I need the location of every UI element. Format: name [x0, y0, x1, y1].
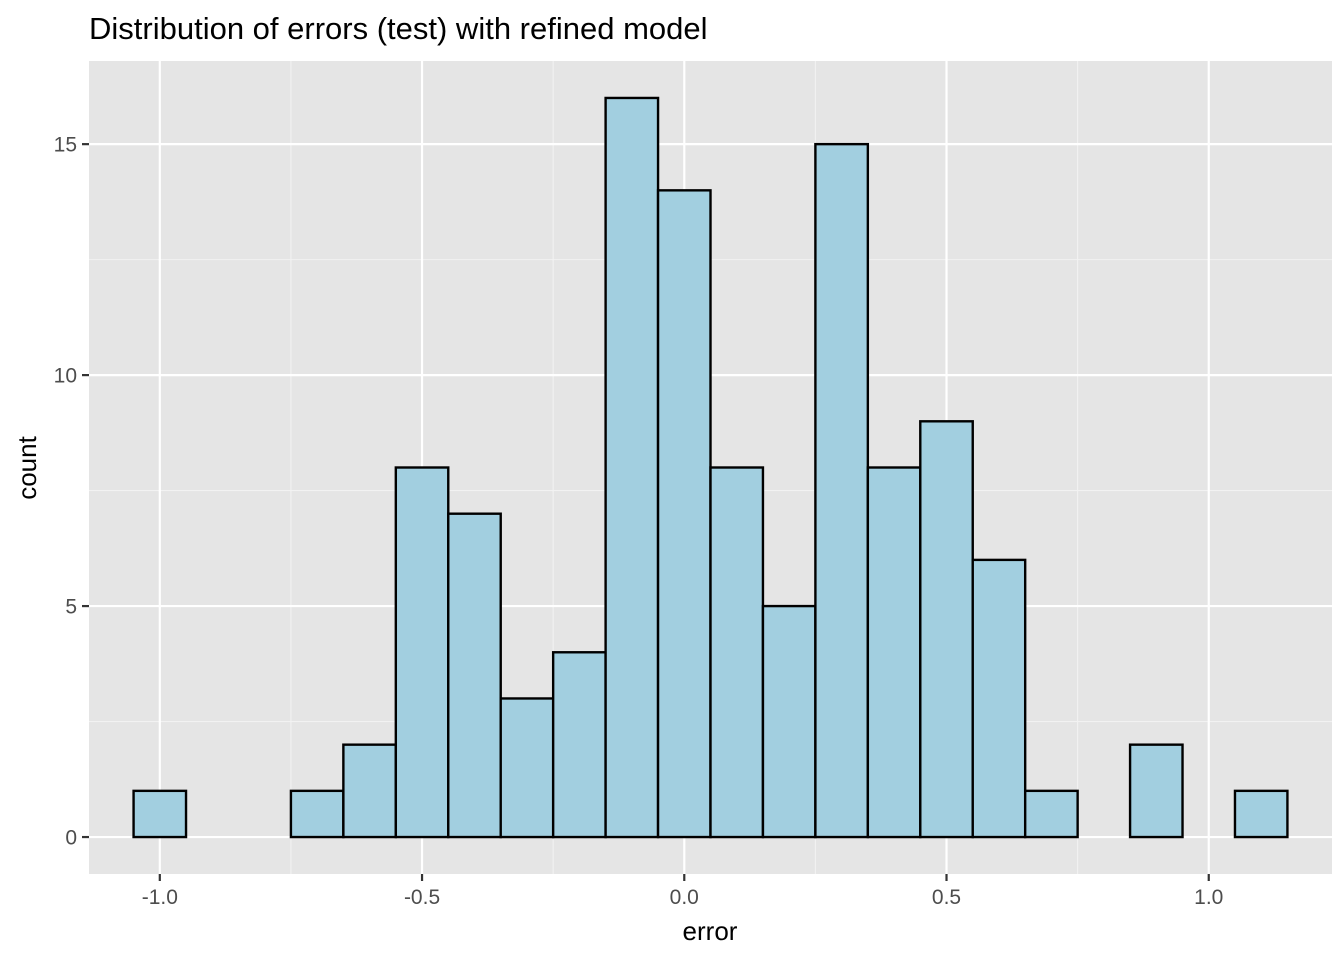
histogram-bar — [709, 466, 765, 839]
x-tick-label: 1.0 — [1194, 886, 1223, 909]
histogram-bar — [971, 558, 1027, 839]
histogram-bar — [919, 420, 974, 839]
histogram-bar — [604, 96, 660, 839]
histogram-bar — [132, 789, 188, 839]
y-axis-title: count — [12, 435, 42, 499]
x-axis-title: error — [683, 916, 738, 946]
histogram-bar — [1128, 743, 1184, 839]
histogram-bar — [866, 466, 922, 839]
chart-title: Distribution of errors (test) with refin… — [89, 11, 708, 46]
histogram-bar — [1233, 789, 1289, 839]
x-tick-label: -0.5 — [404, 886, 440, 909]
x-tick-label: 0.0 — [670, 886, 699, 909]
y-axis: 0 5 10 15 — [54, 134, 89, 850]
x-tick-label: 0.5 — [932, 886, 961, 909]
histogram-bar — [342, 743, 398, 839]
histogram-bar — [447, 512, 502, 839]
histogram-bar — [761, 604, 817, 839]
histogram-bar — [289, 789, 345, 839]
histogram-bar — [394, 466, 450, 839]
y-tick-label: 15 — [54, 134, 77, 157]
histogram-bar — [551, 651, 607, 839]
x-tick-label: -1.0 — [142, 886, 178, 909]
y-tick-label: 10 — [54, 365, 77, 388]
y-tick-label: 0 — [65, 827, 77, 850]
histogram-bars — [132, 96, 1289, 839]
histogram-bar — [499, 697, 555, 839]
histogram-bar — [1023, 789, 1079, 839]
histogram-bar — [814, 142, 870, 839]
histogram-bar — [656, 189, 712, 839]
x-axis: -1.0 -0.5 0.0 0.5 1.0 — [142, 874, 1223, 909]
y-tick-label: 5 — [65, 596, 77, 619]
